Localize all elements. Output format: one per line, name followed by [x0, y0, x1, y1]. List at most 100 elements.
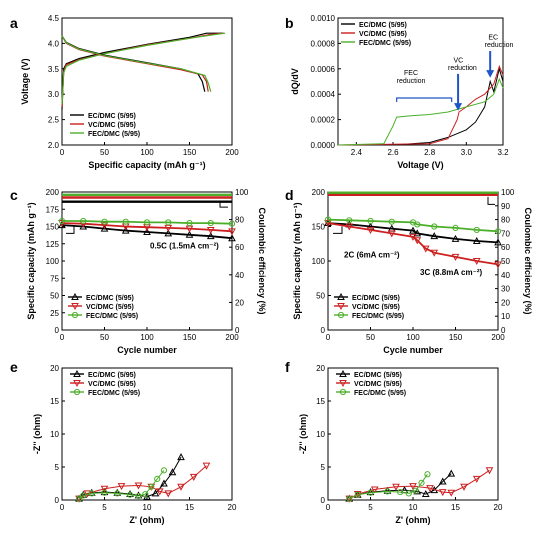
y-tick-label: 200: [312, 188, 326, 197]
y-tick-label: 0.0002: [311, 116, 336, 125]
legend-marker: [73, 388, 81, 396]
legend-label: FEC/DMC (5/95): [88, 131, 140, 138]
capacity-point: [452, 224, 459, 231]
capacity-point: [473, 226, 480, 234]
y-tick-label: 0: [321, 326, 326, 335]
y-tick-label: 20: [50, 364, 59, 373]
y-tick-label: 0: [55, 496, 60, 505]
y-tick-label: 50: [316, 292, 325, 301]
capacity-point: [207, 219, 214, 227]
impedance-point: [151, 489, 160, 497]
capacity-point: [324, 220, 332, 228]
y-tick-label: 4.0: [48, 39, 60, 48]
panel-b: 2.4 2.6 2.8 3.0 3.2 0.0000 0.0002 0.0004 0.0006 0…: [285, 14, 514, 170]
capacity-point: [186, 219, 193, 227]
capacity-point: [414, 221, 421, 228]
impedance-point: [460, 483, 468, 491]
impedance-point: [438, 477, 447, 485]
impedance-point: [485, 467, 494, 475]
impedance-point: [447, 469, 456, 477]
y-tick-label: 15: [50, 397, 59, 406]
y-tick-label: 20: [316, 364, 325, 373]
y-tick-label: 2.5: [48, 116, 60, 125]
legend-marker: [71, 292, 79, 300]
legend-marker: [339, 388, 347, 396]
legend-label: EC/DMC (5/95): [88, 113, 136, 120]
capacity-point: [185, 230, 194, 238]
impedance-point: [418, 479, 425, 486]
impedance-curve: [349, 474, 428, 500]
voltage-curve: [61, 32, 226, 105]
impedance-point: [155, 488, 164, 496]
capacity-curve: [327, 222, 499, 266]
impedance-point: [154, 475, 161, 482]
capacity-curve: [61, 224, 233, 240]
rate-annotation: 0.5C (1.5mA cm⁻²): [150, 242, 219, 251]
rate-annotation-2c: 2C (6mA cm⁻²): [344, 251, 400, 260]
y-tick-label: 150: [312, 223, 326, 232]
panel-a: 0 50 100 150 200 2.0 2.5 3.0 3.5 4.0 4.5 Specific c…: [10, 14, 239, 170]
x-tick-label: 20: [494, 503, 503, 512]
legend-marker: [71, 303, 79, 311]
x-tick-label: 200: [491, 333, 505, 342]
legend-label: FEC/DMC (5/95): [359, 40, 411, 47]
impedance-point: [392, 483, 400, 491]
y-tick-label: 5: [321, 463, 326, 472]
x-tick-label: 15: [451, 503, 460, 512]
panel-letter: d: [285, 187, 294, 203]
legend-label: EC/DMC (5/95): [354, 372, 402, 379]
capacity-point: [388, 218, 395, 225]
x-tick-label: 0: [326, 333, 331, 342]
y2-tick-label: 50: [501, 257, 510, 266]
y-tick-label: 50: [50, 292, 59, 301]
y2-axis-label: Coulombic efficiency (%): [523, 207, 533, 314]
y2-tick-label: 60: [501, 243, 510, 252]
x-tick-label: 100: [406, 333, 420, 342]
y-tick-label: 0: [321, 496, 326, 505]
impedance-point: [80, 492, 87, 499]
y2-tick-label: 100: [501, 188, 515, 197]
voltage-curve: [61, 35, 206, 92]
capacity-point: [409, 233, 417, 241]
legend: EC/DMC (5/95) VC/DMC (5/95) FEC/DMC (5/95): [70, 113, 140, 138]
impedance-point: [421, 490, 430, 498]
panel-letter: e: [10, 359, 18, 375]
x-tick-label: 0: [60, 333, 65, 342]
y-tick-label: 175: [46, 205, 60, 214]
y-tick-label: 0: [55, 326, 60, 335]
voltage-curve: [61, 32, 224, 110]
y-tick-label: 2.0: [48, 141, 60, 150]
y-tick-label: 75: [50, 274, 59, 283]
y2-tick-label: 60: [235, 243, 244, 252]
capacity-point: [206, 226, 215, 234]
right-axis-arrow: [219, 201, 228, 208]
y-tick-label: 3.5: [48, 65, 60, 74]
impedance-point: [189, 473, 198, 481]
capacity-point: [387, 230, 396, 238]
x-tick-label: 2.6: [387, 148, 399, 157]
y-tick-label: 0.0010: [311, 14, 336, 23]
legend-marker: [337, 303, 345, 311]
x-tick-label: 15: [185, 503, 194, 512]
legend-label: EC/DMC (5/95): [359, 22, 407, 29]
capacity-point: [413, 237, 422, 245]
capacity-point: [100, 224, 109, 232]
y-tick-label: 150: [46, 223, 60, 232]
capacity-point: [366, 226, 375, 234]
x-tick-label: 5: [102, 503, 107, 512]
x-axis-label: Cycle number: [383, 345, 443, 355]
y-axis-label: Voltage (V): [20, 58, 30, 104]
impedance-point: [397, 488, 404, 496]
impedance-point: [168, 468, 177, 476]
impedance-point: [412, 487, 419, 494]
y-axis-label: -Z'' (ohm): [32, 414, 42, 454]
x-tick-label: 0: [60, 148, 65, 157]
capacity-curve: [61, 222, 233, 233]
impedance-point: [88, 490, 95, 497]
impedance-point: [405, 490, 412, 497]
voltage-curve: [61, 35, 212, 92]
capacity-point: [494, 261, 502, 269]
impedance-point: [472, 475, 481, 483]
